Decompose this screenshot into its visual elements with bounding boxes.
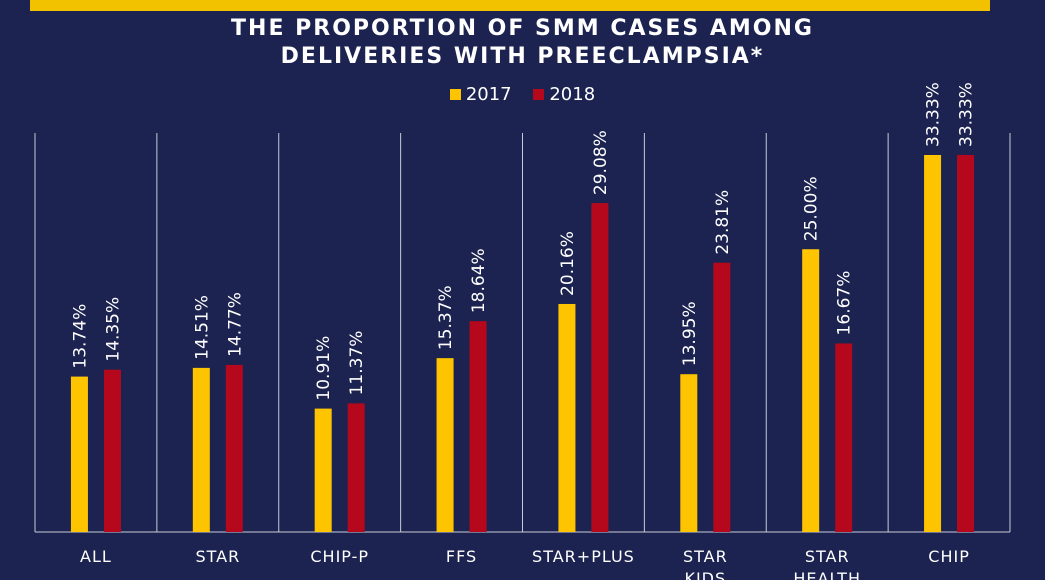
bar-2018-4	[591, 203, 609, 532]
data-label-2018-2: 11.37%	[347, 331, 367, 396]
data-label-2018-3: 18.64%	[469, 248, 489, 313]
chart-title: THE PROPORTION OF SMM CASES AMONG DELIVE…	[0, 15, 1045, 71]
data-label-2017-4: 20.16%	[558, 231, 578, 296]
bar-2018-6	[835, 343, 853, 532]
data-label-2017-5: 13.95%	[680, 301, 700, 366]
bar-2018-2	[347, 403, 365, 532]
bar-2017-6	[802, 249, 820, 532]
category-label-4: STAR+PLUS	[532, 547, 635, 566]
category-label-3: FFS	[446, 547, 477, 566]
data-label-2018-4: 29.08%	[591, 130, 611, 195]
data-label-2017-7: 33.33%	[924, 82, 944, 147]
legend-entry-2017: 2017	[449, 84, 512, 105]
category-label-0: ALL	[80, 547, 112, 566]
chart-title-line-1: THE PROPORTION OF SMM CASES AMONG	[231, 16, 814, 41]
bar-2017-1	[192, 367, 210, 532]
legend-swatch-2017	[449, 88, 461, 100]
chart-legend: 2017 2018	[0, 84, 1045, 105]
category-label-5: STAR	[683, 547, 728, 566]
bar-2017-7	[924, 155, 942, 532]
category-label-6: HEALTH	[793, 569, 861, 580]
bar-2017-4	[558, 303, 576, 532]
bar-2018-3	[469, 321, 487, 532]
data-label-2017-0: 13.74%	[70, 304, 90, 369]
legend-label-2018: 2018	[549, 84, 596, 105]
data-label-2018-5: 23.81%	[713, 190, 733, 255]
legend-entry-2018: 2018	[533, 84, 595, 105]
data-label-2018-6: 16.67%	[835, 271, 855, 336]
legend-swatch-2018	[533, 88, 545, 100]
data-label-2018-1: 14.77%	[225, 292, 245, 357]
bar-2017-5	[680, 374, 698, 532]
category-label-5: KIDS	[684, 569, 726, 580]
category-label-6: STAR	[805, 547, 850, 566]
data-label-2018-7: 33.33%	[957, 82, 977, 147]
data-label-2018-0: 14.35%	[103, 297, 123, 362]
chart-title-line-2: DELIVERIES WITH PREECLAMPSIA*	[280, 44, 765, 69]
data-label-2017-2: 10.91%	[314, 336, 334, 401]
data-label-2017-3: 15.37%	[436, 285, 456, 350]
bar-2018-5	[713, 262, 731, 532]
category-label-1: STAR	[195, 547, 240, 566]
bar-2018-1	[225, 364, 243, 532]
bar-2018-7	[957, 155, 975, 532]
data-label-2017-6: 25.00%	[802, 176, 822, 241]
category-label-7: CHIP	[928, 547, 970, 566]
bar-2018-0	[103, 369, 121, 532]
bar-2017-0	[70, 376, 88, 532]
legend-label-2017: 2017	[465, 84, 512, 105]
bar-2017-3	[436, 358, 454, 532]
bar-2017-2	[314, 408, 332, 532]
top-accent-rule	[30, 0, 990, 11]
category-label-2: CHIP-P	[310, 547, 369, 566]
data-label-2017-1: 14.51%	[192, 295, 212, 360]
